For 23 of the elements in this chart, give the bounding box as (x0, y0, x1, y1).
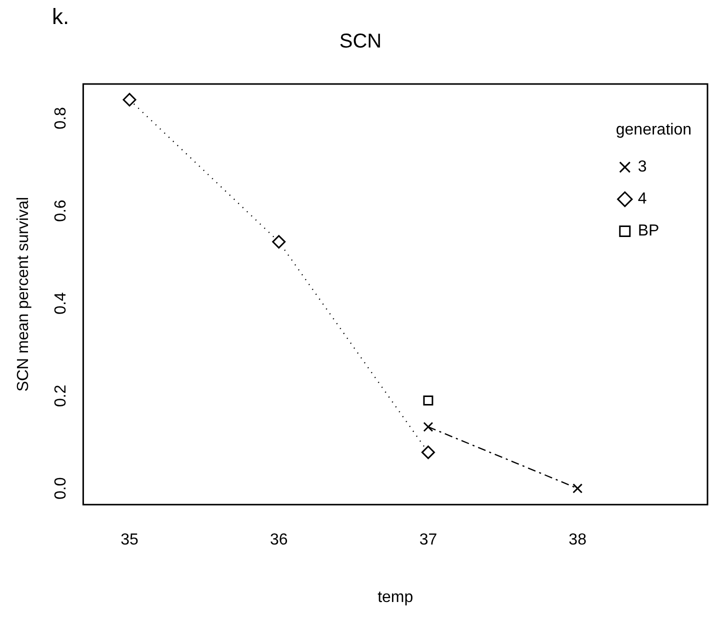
x-tick-label: 36 (270, 532, 288, 549)
legend-title: generation (616, 121, 692, 138)
point (421, 446, 435, 460)
x-tick-label: 35 (120, 532, 138, 549)
y-axis-title: SCN mean percent survival (15, 196, 32, 392)
legend-label: 4 (638, 190, 647, 208)
legend-label: 3 (638, 158, 647, 176)
chart-title: SCN (339, 30, 382, 53)
point (122, 92, 136, 106)
y-tick-label: 0.4 (52, 292, 70, 314)
y-tick-label: 0.2 (52, 384, 70, 407)
y-tick-label: 0.8 (52, 107, 70, 130)
point (423, 422, 434, 432)
x-tick-label: 38 (568, 532, 587, 549)
legend-label: BP (638, 222, 660, 240)
x-tick-label: 37 (419, 532, 438, 549)
y-tick-label: 0.0 (52, 477, 70, 500)
text: k. (52, 4, 70, 30)
point (272, 235, 286, 249)
point (572, 483, 583, 494)
point (423, 396, 434, 406)
y-tick-label: 0.6 (52, 200, 70, 222)
x-axis-title: temp (378, 588, 414, 606)
